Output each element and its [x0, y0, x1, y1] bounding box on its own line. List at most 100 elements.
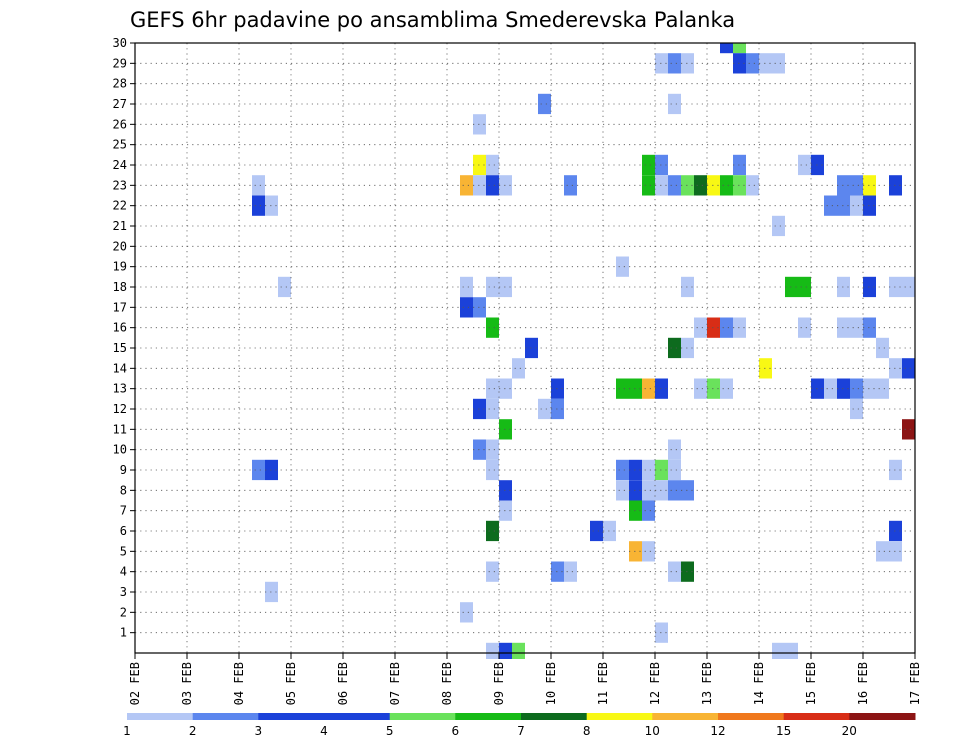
heatmap-cell	[486, 317, 499, 338]
x-tick-label: 16 FEB	[856, 662, 870, 705]
heatmap-cell	[252, 195, 265, 216]
heatmap-cell	[863, 317, 876, 338]
heatmap-cell	[902, 419, 915, 440]
color-legend: 1 2 3 4 5 6 7 8 10 12 15 20	[123, 713, 916, 738]
heatmap-cell	[668, 175, 681, 196]
heatmap-cell	[837, 175, 850, 196]
heatmap-cell	[798, 154, 811, 176]
y-tick-label: 10	[113, 443, 127, 457]
heatmap-cell	[889, 520, 902, 542]
heatmap-cell	[460, 276, 473, 298]
heatmap-cell	[642, 378, 655, 399]
heatmap-cell	[473, 175, 486, 196]
heatmap-cell	[460, 175, 473, 196]
y-axis-ticks: 1234567891011121314151617181920212223242…	[113, 36, 135, 640]
heatmap-cell	[694, 175, 707, 196]
heatmap-cell	[837, 195, 850, 216]
y-tick-label: 6	[120, 524, 127, 538]
chart-title: GEFS 6hr padavine po ansamblima Smederev…	[130, 8, 735, 32]
y-tick-label: 1	[120, 626, 127, 640]
heatmap-cell	[720, 378, 733, 399]
heatmap-cell	[252, 175, 265, 196]
legend-swatch	[718, 713, 785, 720]
legend-swatch	[192, 713, 259, 720]
heatmap-cell	[681, 561, 694, 582]
heatmap-cell	[486, 398, 499, 420]
heatmap-cell	[616, 378, 629, 399]
y-tick-label: 27	[113, 97, 127, 111]
heatmap-cell	[850, 175, 863, 196]
legend-swatch	[127, 713, 194, 720]
heatmap-cell	[629, 480, 642, 501]
heatmap-cell	[499, 480, 512, 501]
heatmap-cell	[694, 378, 707, 399]
heatmap-cell	[720, 43, 733, 54]
heatmap-cell	[486, 561, 499, 582]
heatmap-cell	[473, 154, 486, 176]
y-tick-label: 15	[113, 341, 127, 355]
heatmap-cell	[629, 500, 642, 521]
heatmap-cell	[460, 297, 473, 318]
heatmap-cell	[850, 398, 863, 420]
y-tick-label: 20	[113, 239, 127, 253]
y-tick-label: 8	[120, 483, 127, 497]
heatmap-cell	[486, 378, 499, 399]
y-tick-label: 21	[113, 219, 127, 233]
grid-lines	[135, 43, 915, 653]
heatmap-cell	[772, 53, 785, 74]
heatmap-cell	[889, 358, 902, 379]
y-tick-label: 30	[113, 36, 127, 50]
legend-label: 20	[842, 724, 857, 738]
heatmap-cell	[551, 561, 564, 582]
heatmap-cell	[486, 154, 499, 176]
heatmap-cell	[772, 215, 785, 237]
heatmap-cell	[642, 480, 655, 501]
y-tick-label: 24	[113, 158, 127, 172]
heatmap-cell	[668, 93, 681, 115]
y-tick-label: 19	[113, 260, 127, 274]
heatmap-cell	[655, 459, 668, 481]
heatmap-cell	[499, 276, 512, 298]
heatmap-cell	[746, 53, 759, 74]
legend-swatch	[324, 713, 391, 720]
heatmap-cell	[720, 317, 733, 338]
heatmap-cell	[733, 317, 746, 338]
heatmap-cell	[837, 317, 850, 338]
heatmap-cell	[512, 358, 525, 379]
legend-label: 1	[123, 724, 131, 738]
heatmap-cell	[733, 53, 746, 74]
y-tick-label: 29	[113, 56, 127, 70]
heatmap-cell	[499, 642, 512, 659]
legend-swatch	[586, 713, 653, 720]
y-tick-label: 11	[113, 422, 127, 436]
heatmap-cell	[486, 642, 499, 659]
heatmap-cell	[733, 43, 746, 54]
heatmap-cell	[642, 459, 655, 481]
y-tick-label: 16	[113, 321, 127, 335]
heatmap-cell	[525, 337, 538, 359]
heatmap-cell	[720, 175, 733, 196]
y-tick-label: 28	[113, 77, 127, 91]
heatmap-cell	[486, 459, 499, 481]
heatmap-cell	[564, 175, 577, 196]
y-tick-label: 5	[120, 544, 127, 558]
heatmap-cell	[538, 398, 551, 420]
heatmap-cell	[629, 541, 642, 562]
heatmap-cell	[668, 480, 681, 501]
legend-label: 4	[320, 724, 328, 738]
legend-label: 3	[254, 724, 262, 738]
heatmap-cell	[616, 480, 629, 501]
heatmap-cell	[746, 175, 759, 196]
heatmap-cell	[772, 642, 785, 659]
heatmap-cell	[551, 398, 564, 420]
legend-label: 7	[517, 724, 525, 738]
y-tick-label: 2	[120, 605, 127, 619]
x-tick-label: 12 FEB	[648, 662, 662, 705]
heatmap-cell	[863, 276, 876, 298]
x-tick-label: 04 FEB	[232, 662, 246, 705]
heatmap-cell	[707, 175, 720, 196]
heatmap-cell	[655, 480, 668, 501]
legend-label: 15	[776, 724, 791, 738]
x-tick-label: 07 FEB	[388, 662, 402, 705]
heatmap-cell	[655, 378, 668, 399]
